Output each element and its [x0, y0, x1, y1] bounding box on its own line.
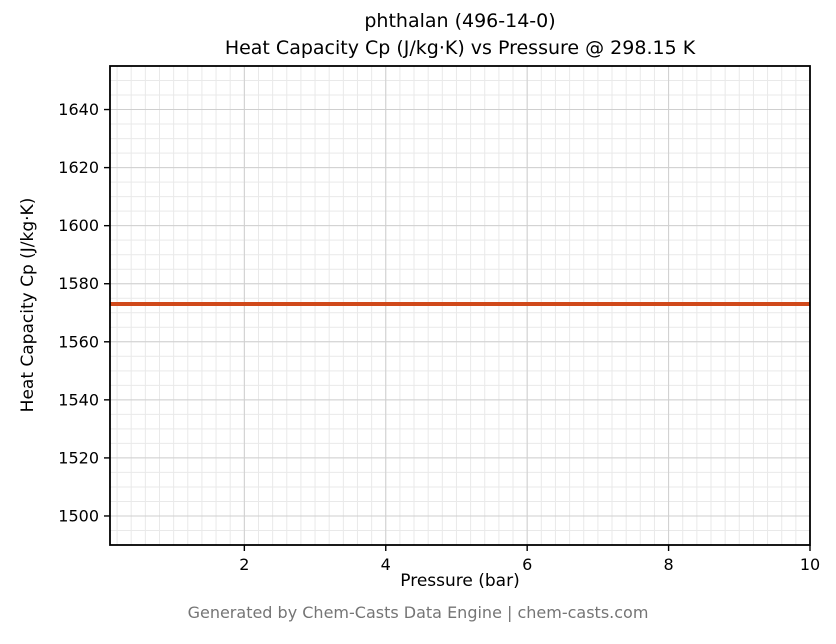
- y-tick-label: 1640: [58, 100, 99, 119]
- y-tick-label: 1560: [58, 332, 99, 351]
- x-tick-label: 2: [239, 555, 249, 574]
- footer-credit: Generated by Chem-Casts Data Engine | ch…: [187, 603, 649, 622]
- y-tick-label: 1600: [58, 216, 99, 235]
- y-tick-label: 1580: [58, 274, 99, 293]
- y-tick-label: 1540: [58, 390, 99, 409]
- y-tick-label: 1620: [58, 158, 99, 177]
- axes-border: [109, 65, 811, 546]
- x-tick-label: 8: [663, 555, 673, 574]
- x-tick-label: 10: [800, 555, 820, 574]
- y-tick-label: 1520: [58, 448, 99, 467]
- chart-title-line2: Heat Capacity Cp (J/kg·K) vs Pressure @ …: [224, 37, 696, 59]
- y-axis-label: Heat Capacity Cp (J/kg·K): [18, 197, 38, 413]
- x-tick-label: 6: [522, 555, 532, 574]
- chart-title-line1: phthalan (496-14-0): [364, 10, 556, 32]
- x-axis-label: Pressure (bar): [400, 571, 520, 591]
- y-tick-label: 1500: [58, 506, 99, 525]
- x-tick-label: 4: [381, 555, 391, 574]
- chart-title: phthalan (496-14-0) Heat Capacity Cp (J/…: [110, 8, 810, 62]
